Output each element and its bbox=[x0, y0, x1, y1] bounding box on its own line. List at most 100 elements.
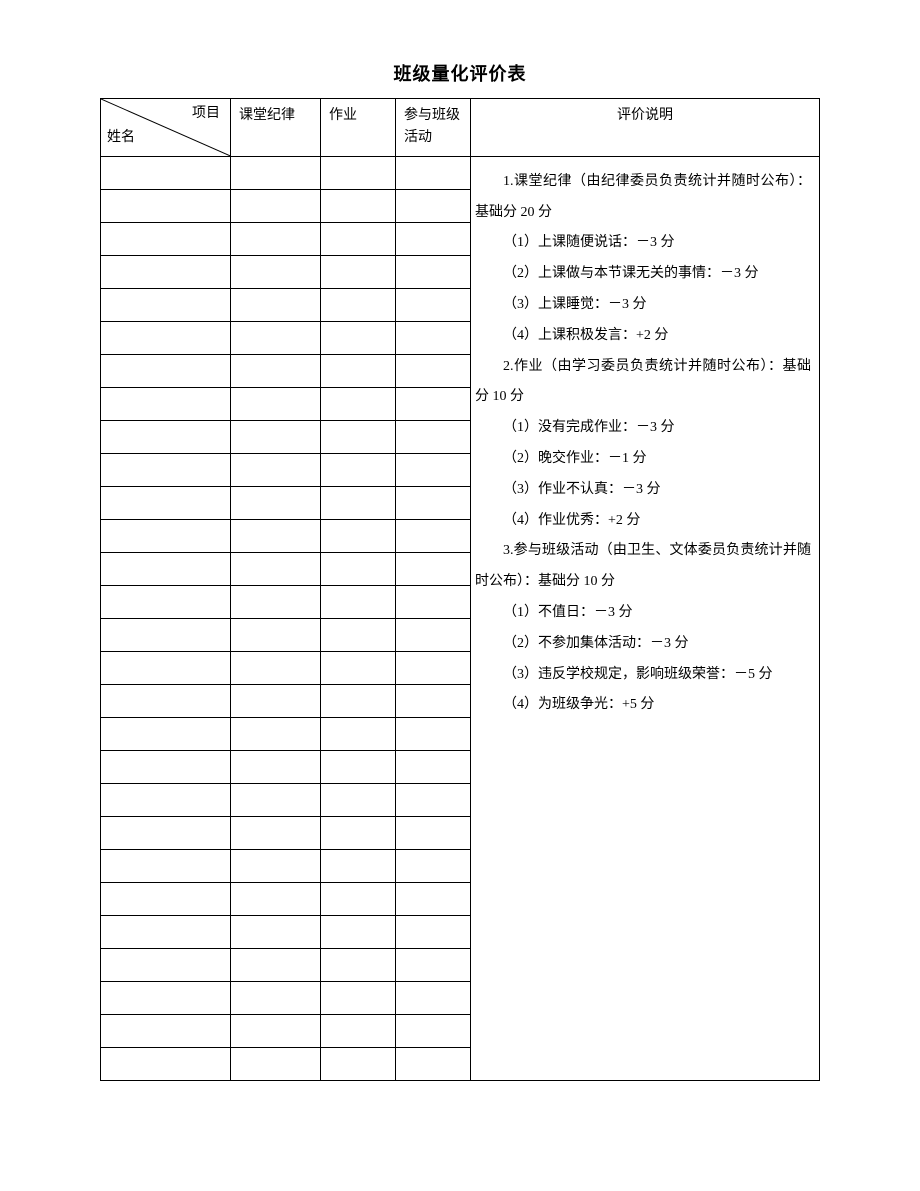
table-body: 1.课堂纪律（由纪律委员负责统计并随时公布）：基础分 20 分（1）上课随便说话… bbox=[101, 156, 820, 1080]
table-cell bbox=[321, 585, 396, 618]
table-cell bbox=[321, 519, 396, 552]
table-cell bbox=[396, 981, 471, 1014]
table-cell bbox=[231, 783, 321, 816]
header-name-item: 项目 姓名 bbox=[101, 99, 231, 157]
table-cell bbox=[231, 849, 321, 882]
table-cell bbox=[396, 1047, 471, 1080]
description-line: （3）作业不认真：－3 分 bbox=[475, 475, 811, 506]
table-cell bbox=[321, 717, 396, 750]
description-line: （4）上课积极发言：+2 分 bbox=[475, 321, 811, 352]
table-cell bbox=[101, 552, 231, 585]
table-cell bbox=[396, 618, 471, 651]
description-line: （2）不参加集体活动：－3 分 bbox=[475, 629, 811, 660]
table-cell bbox=[101, 849, 231, 882]
header-description: 评价说明 bbox=[471, 99, 820, 157]
table-cell bbox=[101, 651, 231, 684]
table-cell bbox=[101, 255, 231, 288]
table-cell bbox=[231, 651, 321, 684]
description-line: （4）作业优秀：+2 分 bbox=[475, 506, 811, 537]
table-cell bbox=[101, 519, 231, 552]
table-cell bbox=[101, 222, 231, 255]
table-cell bbox=[396, 948, 471, 981]
table-cell bbox=[396, 189, 471, 222]
header-discipline: 课堂纪律 bbox=[231, 99, 321, 157]
table-cell bbox=[321, 618, 396, 651]
table-cell bbox=[396, 486, 471, 519]
header-item-label: 项目 bbox=[192, 103, 220, 125]
table-cell bbox=[396, 420, 471, 453]
description-line: （3）违反学校规定，影响班级荣誉：－5 分 bbox=[475, 660, 811, 691]
page-title: 班级量化评价表 bbox=[100, 60, 820, 86]
table-cell bbox=[321, 420, 396, 453]
table-cell bbox=[396, 222, 471, 255]
table-cell bbox=[101, 684, 231, 717]
table-cell bbox=[396, 156, 471, 189]
table-cell bbox=[101, 453, 231, 486]
table-cell bbox=[321, 948, 396, 981]
description-line: （4）为班级争光：+5 分 bbox=[475, 690, 811, 721]
table-cell bbox=[321, 189, 396, 222]
description-line: 1.课堂纪律（由纪律委员负责统计并随时公布）：基础分 20 分 bbox=[475, 167, 811, 229]
table-cell bbox=[231, 354, 321, 387]
table-cell bbox=[231, 222, 321, 255]
table-cell bbox=[231, 717, 321, 750]
table-cell bbox=[396, 321, 471, 354]
evaluation-table: 项目 姓名 课堂纪律 作业 参与班级活动 评价说明 1.课堂纪律（由纪律委员负责… bbox=[100, 98, 820, 1081]
table-cell bbox=[101, 1014, 231, 1047]
table-cell bbox=[396, 651, 471, 684]
table-cell bbox=[231, 618, 321, 651]
table-cell bbox=[321, 387, 396, 420]
table-cell bbox=[231, 981, 321, 1014]
table-cell bbox=[321, 783, 396, 816]
description-line: （3）上课睡觉：－3 分 bbox=[475, 290, 811, 321]
table-cell bbox=[321, 288, 396, 321]
table-cell bbox=[101, 1047, 231, 1080]
table-cell bbox=[101, 816, 231, 849]
description-line: （1）上课随便说话：－3 分 bbox=[475, 228, 811, 259]
table-cell bbox=[396, 288, 471, 321]
table-cell bbox=[231, 1014, 321, 1047]
table-cell bbox=[396, 354, 471, 387]
table-cell bbox=[396, 255, 471, 288]
table-cell bbox=[101, 882, 231, 915]
table-cell bbox=[321, 552, 396, 585]
table-cell bbox=[321, 915, 396, 948]
table-cell bbox=[101, 354, 231, 387]
table-cell bbox=[396, 1014, 471, 1047]
table-cell bbox=[231, 321, 321, 354]
table-cell bbox=[101, 189, 231, 222]
table-cell bbox=[396, 783, 471, 816]
header-row: 项目 姓名 课堂纪律 作业 参与班级活动 评价说明 bbox=[101, 99, 820, 157]
table-cell bbox=[231, 156, 321, 189]
table-cell bbox=[321, 255, 396, 288]
table-cell bbox=[101, 948, 231, 981]
description-line: （1）没有完成作业：－3 分 bbox=[475, 413, 811, 444]
description-line: （2）晚交作业：－1 分 bbox=[475, 444, 811, 475]
table-cell bbox=[321, 981, 396, 1014]
table-cell bbox=[101, 783, 231, 816]
description-line: （2）上课做与本节课无关的事情：－3 分 bbox=[475, 259, 811, 290]
table-cell bbox=[101, 750, 231, 783]
table-cell bbox=[396, 585, 471, 618]
table-cell bbox=[231, 255, 321, 288]
table-cell bbox=[321, 1047, 396, 1080]
table-cell bbox=[321, 486, 396, 519]
table-cell bbox=[396, 750, 471, 783]
table-cell bbox=[396, 816, 471, 849]
table-cell bbox=[101, 618, 231, 651]
table-cell bbox=[321, 453, 396, 486]
table-cell bbox=[231, 420, 321, 453]
table-cell bbox=[231, 882, 321, 915]
header-name-label: 姓名 bbox=[107, 127, 135, 149]
table-cell bbox=[321, 222, 396, 255]
table-cell bbox=[101, 288, 231, 321]
table-cell bbox=[321, 354, 396, 387]
table-cell bbox=[101, 915, 231, 948]
table-cell bbox=[321, 882, 396, 915]
header-homework: 作业 bbox=[321, 99, 396, 157]
table-cell bbox=[396, 717, 471, 750]
table-cell bbox=[396, 915, 471, 948]
header-activity: 参与班级活动 bbox=[396, 99, 471, 157]
table-cell bbox=[321, 750, 396, 783]
table-cell bbox=[231, 486, 321, 519]
